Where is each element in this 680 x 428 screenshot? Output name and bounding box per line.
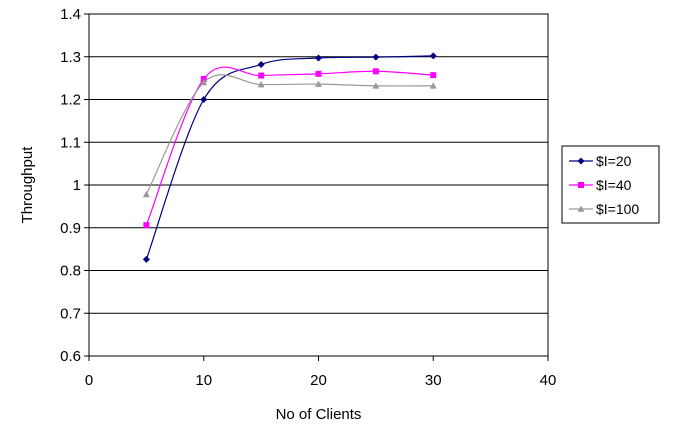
series-1 <box>142 52 437 263</box>
data-point <box>372 53 380 61</box>
x-tick-label: 40 <box>540 372 557 389</box>
data-point <box>200 78 208 86</box>
y-tick-label: 0.9 <box>60 220 81 237</box>
x-tick-labels: 0 10 20 30 40 <box>85 356 557 389</box>
series-line <box>145 74 434 195</box>
y-tick-label: 1.4 <box>60 6 81 23</box>
series-2 <box>143 66 437 229</box>
legend-marker <box>578 182 584 188</box>
y-tick-label: 1.1 <box>60 134 81 151</box>
legend-marker <box>577 157 585 165</box>
data-point <box>429 82 437 89</box>
y-tick-label: 0.7 <box>60 305 81 322</box>
legend-label: $I=40 <box>596 177 632 193</box>
x-tick-label: 30 <box>425 372 442 389</box>
legend-item: $I=40 <box>569 177 632 193</box>
data-point <box>315 80 322 87</box>
data-point <box>257 81 265 88</box>
data-point <box>315 70 322 77</box>
legend: $I=20 $I=40 $I=100 <box>561 145 660 224</box>
x-tick-label: 20 <box>310 372 327 389</box>
y-tick-label: 0.6 <box>60 348 81 365</box>
y-axis-title: Throughput <box>19 146 36 224</box>
series-line <box>145 66 434 226</box>
y-tick-label: 1.2 <box>60 92 81 109</box>
data-point <box>142 255 150 263</box>
y-tick-label: 1 <box>73 177 81 194</box>
data-point <box>372 82 380 89</box>
series-group <box>142 52 437 263</box>
data-point <box>372 68 379 75</box>
y-tick-label: 1.3 <box>60 49 81 66</box>
data-point <box>258 72 265 79</box>
legend-item: $I=20 <box>569 153 632 169</box>
data-point <box>430 72 437 79</box>
x-axis-title: No of Clients <box>276 406 362 423</box>
data-point <box>200 96 208 103</box>
legend-label: $I=20 <box>596 153 632 169</box>
legend-marker <box>577 205 585 212</box>
y-tick-labels: 0.6 0.7 0.8 0.9 1 1.1 1.2 1.3 1.4 <box>60 6 89 365</box>
data-point <box>315 54 322 62</box>
data-point <box>143 222 150 229</box>
x-tick-label: 0 <box>85 372 93 389</box>
legend-item: $I=100 <box>569 201 639 217</box>
x-tick-label: 10 <box>195 372 212 389</box>
data-point <box>429 52 437 60</box>
grid-lines <box>89 56 548 314</box>
legend-label: $I=100 <box>596 201 639 217</box>
series-3 <box>142 74 437 198</box>
data-point <box>257 60 265 68</box>
y-tick-label: 0.8 <box>60 263 81 280</box>
data-point <box>142 190 150 198</box>
